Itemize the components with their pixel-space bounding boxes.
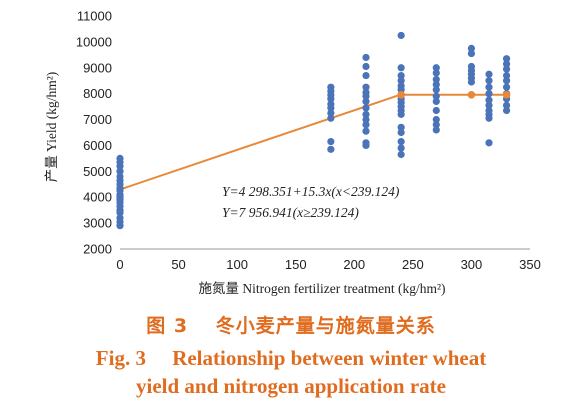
x-tick-label: 200: [343, 257, 365, 272]
y-tick-label: 8000: [83, 86, 112, 101]
data-point: [116, 209, 124, 217]
data-point: [362, 71, 370, 80]
data-point: [467, 78, 476, 86]
data-point: [397, 144, 405, 152]
data-point: [485, 83, 493, 91]
data-point: [397, 77, 405, 85]
data-point: [485, 90, 493, 98]
data-point: [327, 95, 335, 103]
data-point: [502, 83, 511, 91]
data-point: [327, 114, 335, 122]
y-tick-label: 3000: [83, 216, 112, 231]
data-point: [432, 126, 440, 134]
data-point: [502, 101, 511, 109]
data-point: [397, 128, 405, 137]
y-tick-label: 2000: [83, 242, 112, 257]
x-axis-title: 施氮量 Nitrogen fertilizer treatment (kg/hm…: [199, 281, 446, 296]
y-tick-label: 11000: [77, 9, 112, 24]
x-tick-label: 300: [461, 257, 483, 272]
y-tick-label: 7000: [83, 112, 112, 127]
data-point: [362, 121, 370, 129]
data-point: [362, 53, 370, 62]
x-tick-label: 150: [285, 257, 307, 272]
data-point: [502, 77, 511, 85]
data-point: [397, 64, 405, 72]
data-point: [362, 115, 370, 124]
fit-line-layer: [119, 93, 507, 191]
data-point: [432, 121, 440, 129]
data-point: [432, 106, 440, 115]
x-tick-label: 100: [226, 257, 248, 272]
data-point: [432, 75, 440, 84]
data-point: [397, 123, 405, 131]
y-tick-label: 9000: [83, 60, 112, 75]
y-tick-label: 10000: [76, 34, 112, 49]
data-point: [397, 150, 405, 159]
fit-marker-layer: [397, 90, 511, 99]
data-point: [485, 96, 493, 104]
data-point: [467, 49, 476, 58]
data-point: [502, 65, 511, 73]
data-point: [397, 137, 405, 146]
data-point: [397, 71, 405, 80]
y-tick-labels: 2000 3000 4000 5000 6000 7000 8000 9000 10000 110…: [76, 9, 112, 257]
data-point: [362, 104, 370, 112]
fit-marker: [397, 90, 405, 99]
data-point: [327, 145, 335, 153]
data-point: [502, 71, 511, 80]
data-point: [432, 97, 440, 106]
data-point: [116, 167, 124, 175]
data-point: [116, 162, 124, 170]
data-point: [116, 222, 124, 230]
data-points-layer: [116, 31, 511, 230]
data-point: [432, 115, 440, 124]
regression-equation-2: Y=7 956.941(x≥239.124): [222, 205, 359, 220]
data-point: [432, 81, 440, 89]
data-point: [327, 109, 335, 117]
fit-marker: [467, 90, 476, 99]
y-tick-label: 5000: [83, 164, 112, 179]
data-point: [432, 86, 440, 94]
y-tick-label: 4000: [83, 190, 112, 205]
data-point: [432, 92, 440, 100]
data-point: [432, 69, 440, 77]
data-point: [502, 106, 511, 115]
data-point: [485, 77, 493, 85]
regression-equation-1: Y=4 298.351+15.3x(x<239.124): [222, 184, 400, 199]
data-point: [485, 114, 493, 122]
data-point: [362, 110, 370, 118]
data-point: [502, 55, 511, 63]
x-tick-label: 0: [116, 257, 123, 272]
fit-marker: [502, 90, 511, 99]
data-point: [362, 83, 370, 91]
data-point: [485, 70, 493, 78]
data-point: [362, 127, 370, 135]
figure-caption-en-line1: Fig. 3 Relationship between winter wheat: [95, 346, 487, 370]
data-point: [432, 64, 440, 72]
data-point: [362, 141, 370, 150]
figure-caption-en-line2: yield and nitrogen application rate: [136, 374, 446, 398]
data-point: [467, 44, 476, 52]
fit-line: [119, 93, 507, 191]
yield-nitrogen-scatter-chart: 0 50 100 150 200 250 300 350 2000 3000 4000 5000 60…: [44, 9, 541, 297]
y-tick-label: 6000: [83, 138, 112, 153]
x-tick-label: 350: [519, 257, 541, 272]
data-point: [327, 137, 335, 146]
x-tick-label: 50: [171, 257, 185, 272]
x-tick-label: 250: [402, 257, 424, 272]
figure-caption-cn: 图 3 冬小麦产量与施氮量关系: [146, 315, 436, 337]
y-axis-title: 产量 Yield (kg/hm²): [44, 72, 59, 183]
data-point: [362, 97, 370, 106]
data-point: [485, 139, 493, 147]
data-point: [397, 110, 405, 118]
data-point: [485, 101, 493, 109]
data-point: [327, 104, 335, 112]
data-point: [502, 60, 511, 68]
data-point: [362, 92, 370, 100]
data-point: [397, 31, 405, 40]
data-point: [362, 62, 370, 71]
x-tick-labels: 0 50 100 150 200 250 300 350: [116, 257, 540, 272]
